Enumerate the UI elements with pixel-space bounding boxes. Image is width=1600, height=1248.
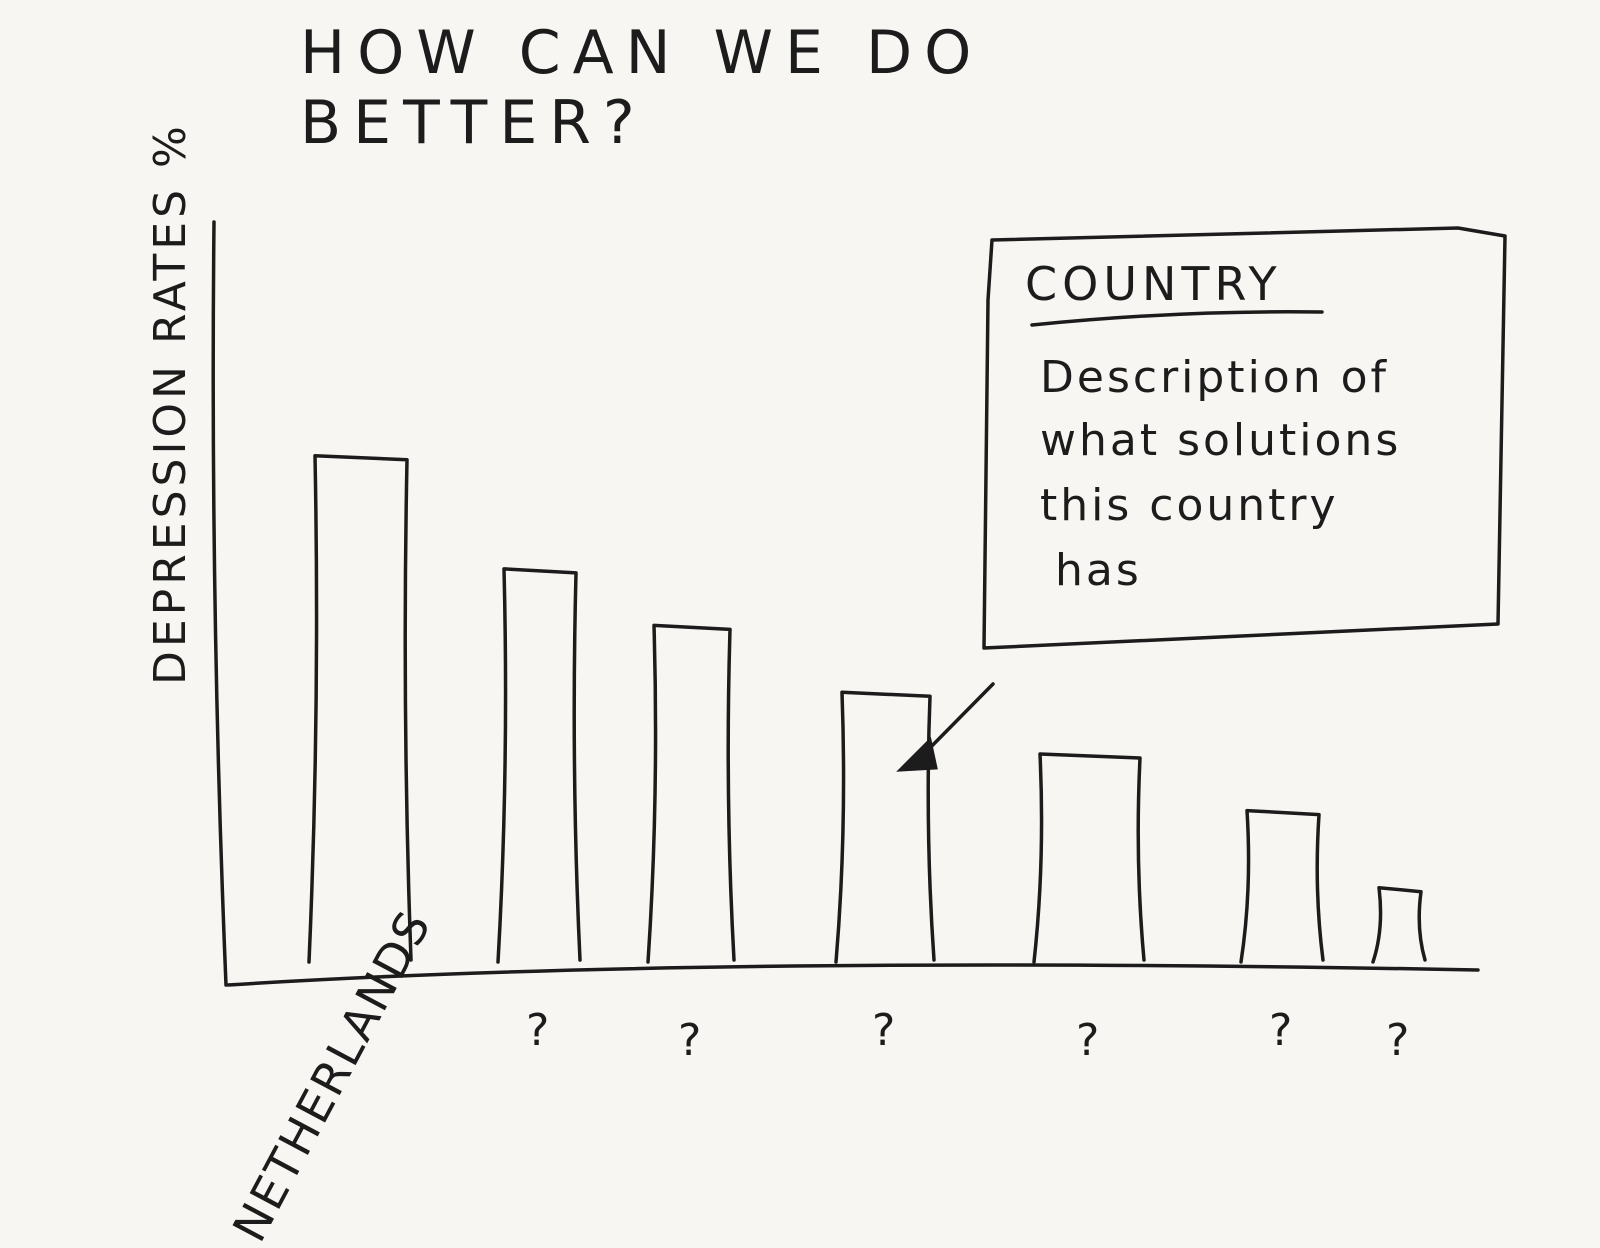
x-tick-labels: NETHERLANDS?????? bbox=[222, 901, 1409, 1248]
x-tick-label-5: ? bbox=[1076, 1015, 1099, 1066]
callout-line-4: has bbox=[1055, 545, 1142, 596]
callout-arrow-head-icon bbox=[896, 736, 938, 772]
x-tick-label-4: ? bbox=[872, 1005, 895, 1056]
x-axis bbox=[226, 963, 1480, 987]
bar-4 bbox=[834, 690, 936, 964]
bar-5 bbox=[1032, 752, 1146, 964]
x-tick-label-2: ? bbox=[526, 1005, 549, 1056]
callout-line-2: what solutions bbox=[1040, 415, 1401, 466]
x-tick-label-6: ? bbox=[1269, 1005, 1292, 1056]
y-axis-label: DEPRESSION RATES % bbox=[145, 122, 196, 685]
callout-box bbox=[982, 226, 1507, 650]
callout-title: COUNTRY bbox=[1025, 257, 1282, 311]
bar-6 bbox=[1239, 808, 1325, 964]
bar-2 bbox=[496, 567, 582, 964]
callout-title-underline bbox=[1030, 310, 1324, 327]
x-tick-label-7: ? bbox=[1386, 1015, 1409, 1066]
bar-3 bbox=[646, 623, 736, 964]
bars-group bbox=[307, 453, 1427, 964]
x-tick-label-1: NETHERLANDS bbox=[222, 901, 442, 1248]
bar-1 bbox=[307, 453, 413, 964]
callout-line-1: Description of bbox=[1040, 352, 1389, 403]
bar-7 bbox=[1371, 885, 1427, 964]
x-tick-label-3: ? bbox=[678, 1015, 701, 1066]
y-axis bbox=[211, 220, 228, 987]
annotation-callout: COUNTRY Description of what solutions th… bbox=[896, 226, 1507, 772]
callout-line-3: this country bbox=[1040, 480, 1339, 531]
chart-title: HOW CAN WE DO BETTER? bbox=[300, 18, 984, 158]
